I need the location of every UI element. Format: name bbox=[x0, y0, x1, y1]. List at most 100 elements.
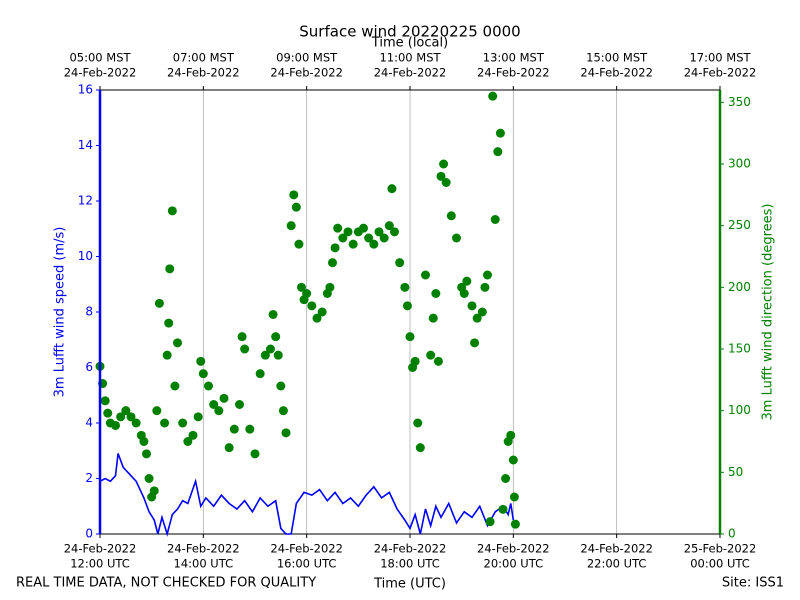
x2-tick-label: 24-Feb-2022 bbox=[270, 66, 343, 80]
x-tick-label: 18:00 UTC bbox=[380, 557, 440, 571]
direction-point bbox=[405, 332, 415, 342]
direction-point bbox=[209, 400, 219, 409]
x2-tick-label: 07:00 MST bbox=[173, 51, 235, 65]
direction-point bbox=[400, 282, 410, 292]
direction-point bbox=[273, 350, 283, 360]
direction-point bbox=[402, 301, 412, 311]
y2-tick-label: 150 bbox=[728, 342, 751, 356]
direction-point bbox=[193, 412, 203, 422]
y2-tick-label: 300 bbox=[728, 157, 751, 171]
y-tick-label: 2 bbox=[85, 471, 93, 485]
site-label: Site: ISS1 bbox=[722, 576, 784, 591]
x-tick-label: 24-Feb-2022 bbox=[477, 542, 550, 556]
x2-tick-label: 13:00 MST bbox=[483, 51, 545, 65]
direction-point bbox=[374, 227, 384, 237]
direction-point bbox=[144, 474, 154, 483]
direction-point bbox=[121, 406, 131, 416]
x-tick-label: 24-Feb-2022 bbox=[167, 542, 240, 556]
direction-point bbox=[369, 239, 379, 249]
direction-point bbox=[224, 443, 234, 453]
direction-point bbox=[348, 239, 358, 249]
y-tick-label: 16 bbox=[78, 83, 93, 97]
direction-point bbox=[426, 350, 436, 360]
direction-point bbox=[421, 270, 430, 280]
y2-axis-label: 3m Lufft wind direction (degrees) bbox=[761, 204, 776, 421]
direction-point bbox=[116, 412, 126, 422]
direction-point bbox=[173, 338, 182, 348]
x-tick-label: 14:00 UTC bbox=[174, 557, 234, 571]
direction-point bbox=[260, 350, 270, 360]
direction-point bbox=[204, 381, 213, 391]
y2-tick-label: 250 bbox=[728, 218, 751, 232]
direction-point bbox=[312, 313, 322, 323]
x2-tick-label: 24-Feb-2022 bbox=[64, 66, 137, 80]
direction-point bbox=[333, 223, 343, 233]
direction-point bbox=[240, 344, 250, 354]
direction-point bbox=[439, 159, 449, 169]
direction-point bbox=[245, 424, 255, 434]
direction-point bbox=[302, 289, 312, 298]
direction-point bbox=[126, 412, 136, 422]
direction-point bbox=[441, 178, 451, 187]
direction-point bbox=[384, 221, 394, 231]
direction-point bbox=[103, 408, 113, 418]
direction-point bbox=[485, 517, 495, 527]
direction-point bbox=[459, 289, 469, 298]
y-tick-label: 14 bbox=[78, 138, 93, 152]
direction-point bbox=[317, 307, 327, 317]
direction-point bbox=[229, 424, 239, 434]
x2-tick-label: 24-Feb-2022 bbox=[167, 66, 240, 80]
direction-point bbox=[510, 519, 520, 529]
direction-point bbox=[289, 190, 299, 200]
direction-point bbox=[490, 215, 500, 224]
direction-point bbox=[131, 418, 141, 428]
direction-point bbox=[506, 430, 516, 440]
x2-tick-label: 05:00 MST bbox=[69, 51, 131, 65]
direction-point bbox=[493, 147, 503, 157]
x2-tick-label: 15:00 MST bbox=[586, 51, 648, 65]
direction-point bbox=[433, 356, 443, 366]
x-tick-label: 24-Feb-2022 bbox=[580, 542, 653, 556]
direction-point bbox=[415, 443, 425, 453]
direction-point bbox=[154, 298, 164, 308]
direction-point bbox=[198, 369, 208, 379]
direction-point bbox=[281, 428, 291, 438]
direction-point bbox=[488, 91, 498, 101]
x2-tick-label: 09:00 MST bbox=[276, 51, 338, 65]
y2-tick-label: 0 bbox=[728, 527, 736, 541]
direction-point bbox=[294, 239, 304, 249]
x-axis-label: Time (UTC) bbox=[373, 577, 446, 592]
direction-point bbox=[237, 332, 247, 342]
direction-point bbox=[214, 406, 224, 416]
direction-point bbox=[235, 400, 244, 409]
direction-point bbox=[266, 344, 275, 354]
x2-axis-label: Time (local) bbox=[371, 36, 448, 51]
direction-point bbox=[139, 437, 149, 446]
direction-point bbox=[297, 282, 306, 292]
direction-point bbox=[413, 418, 423, 428]
direction-point bbox=[359, 223, 368, 233]
direction-point bbox=[164, 318, 174, 328]
y-tick-label: 8 bbox=[85, 305, 93, 319]
y-tick-label: 12 bbox=[78, 194, 93, 208]
direction-point bbox=[271, 332, 281, 342]
direction-point bbox=[477, 307, 487, 317]
direction-point bbox=[276, 381, 286, 391]
direction-point bbox=[364, 233, 374, 243]
x-tick-label: 16:00 UTC bbox=[277, 557, 337, 571]
direction-point bbox=[470, 338, 480, 348]
direction-point bbox=[162, 350, 172, 360]
direction-point bbox=[291, 202, 301, 212]
x-tick-label: 24-Feb-2022 bbox=[64, 542, 137, 556]
direction-point bbox=[390, 227, 399, 237]
direction-point bbox=[428, 313, 438, 323]
direction-point bbox=[498, 504, 508, 514]
direction-point bbox=[387, 184, 397, 194]
x2-tick-label: 17:00 MST bbox=[689, 51, 751, 65]
direction-point bbox=[509, 492, 519, 502]
direction-point bbox=[483, 270, 492, 280]
direction-point bbox=[480, 282, 490, 292]
y-tick-label: 0 bbox=[85, 527, 93, 541]
